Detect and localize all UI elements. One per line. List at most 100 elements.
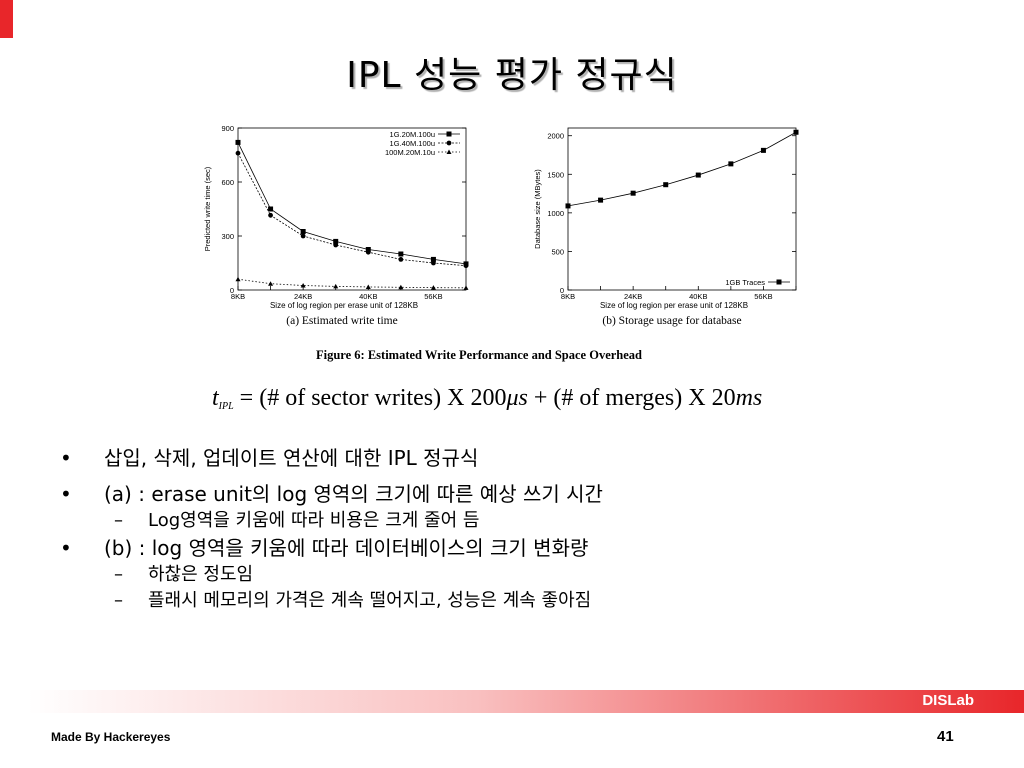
author-credit: Made By Hackereyes <box>51 730 171 744</box>
chart-a-x-axis-label: Size of log region per erase unit of 128… <box>270 301 418 310</box>
chart-a-data-point <box>365 249 371 255</box>
chart-a-data-point <box>430 285 436 290</box>
chart-b-y-tick-label: 500 <box>551 247 564 256</box>
ipl-formula: tIPL = (# of sector writes) X 200μs + (#… <box>212 385 762 412</box>
chart-a-series <box>235 150 469 269</box>
chart-a-data-point <box>398 257 404 262</box>
chart-a-plot-frame <box>237 127 467 291</box>
chart-a-data-point <box>235 139 241 145</box>
chart-a-y-tick-label: 600 <box>221 178 234 187</box>
chart-a-data-point <box>268 206 274 212</box>
chart-a-series <box>235 276 469 290</box>
chart-a-x-tick-label: 40KB <box>359 292 377 301</box>
chart-b-data-point <box>695 172 701 178</box>
chart-a-x-tick-label: 56KB <box>424 292 442 301</box>
chart-b-x-tick-label: 56KB <box>754 292 772 301</box>
chart-a-data-point <box>333 242 339 248</box>
chart-b-x-tick-label: 40KB <box>689 292 707 301</box>
chart-a-y-tick-label: 900 <box>221 124 234 133</box>
chart-a-legend-label: 1G.20M.100u <box>390 130 435 139</box>
chart-a-data-point <box>268 212 273 218</box>
sub-bullet-item: 하찮은 정도임 <box>58 562 978 588</box>
bullet-item: 삽입, 삭제, 업데이트 연산에 대한 IPL 정규식 <box>58 444 978 472</box>
chart-a-data-point <box>300 229 306 234</box>
chart-a-data-point <box>300 233 306 239</box>
chart-b-x-tick-label: 24KB <box>624 292 642 301</box>
chart-a-data-point <box>463 285 469 290</box>
page-number: 41 <box>937 728 954 745</box>
chart-b-data-point <box>663 182 669 188</box>
chart-a-legend-label: 1G.40M.100u <box>390 139 435 148</box>
chart-b-y-tick-label: 1500 <box>547 170 564 179</box>
chart-b-legend: 1GB Traces <box>725 278 790 287</box>
chart-a-series <box>235 139 469 267</box>
chart-b-data-point <box>793 129 799 135</box>
chart-a-data-point <box>463 263 469 269</box>
formula-subscript: IPL <box>218 401 234 412</box>
chart-a-data-point <box>365 247 371 252</box>
chart-a-data-point <box>333 283 339 289</box>
formula-sector-term: = (# of sector writes) X 200 <box>233 385 507 411</box>
chart-a-series-line <box>237 278 467 289</box>
chart-b-data-point <box>630 190 636 196</box>
chart-b-data-point <box>565 203 571 209</box>
bullet-item: (a) : erase unit의 log 영역의 크기에 따른 예상 쓰기 시… <box>58 480 978 508</box>
chart-b-legend-label: 1GB Traces <box>725 278 765 287</box>
chart-b-series-line <box>567 131 797 207</box>
chart-a-x-tick-label: 24KB <box>294 292 312 301</box>
chart-a-legend-label: 100M.20M.10u <box>385 148 435 157</box>
chart-a-legend-marker <box>446 149 452 154</box>
chart-write-time-svg: 0 300 600 900 8KB 24KB 40KB 56KB Size of log reg… <box>203 124 469 327</box>
formula-merge-term: + (# of merges) X 20 <box>527 385 736 411</box>
bullet-gap <box>58 472 978 480</box>
lab-name: DISLab <box>922 692 974 709</box>
chart-b-caption: (b) Storage usage for database <box>602 315 741 327</box>
chart-a-data-point <box>235 276 241 282</box>
chart-a-legend-marker <box>446 131 452 137</box>
chart-b-y-axis-label: Database size (MBytes) <box>533 169 542 249</box>
corner-accent-bar <box>0 0 13 38</box>
chart-b-legend-marker <box>776 279 782 285</box>
chart-b-x-tick-label: 8KB <box>561 292 575 301</box>
figure-caption: Figure 6: Estimated Write Performance an… <box>316 348 642 362</box>
sub-bullet-item: 플래시 메모리의 가격은 계속 떨어지고, 성능은 계속 좋아짐 <box>58 588 978 614</box>
formula-t: t <box>212 385 219 411</box>
formula-mu: μs <box>506 385 528 411</box>
chart-b-y-tick-label: 0 <box>560 286 564 295</box>
chart-b-series <box>565 129 799 209</box>
chart-b-y-tick-label: 1000 <box>547 209 564 218</box>
bullet-item: (b) : log 영역을 키움에 따라 데이터베이스의 크기 변화량 <box>58 534 978 562</box>
chart-write-time: 0 300 600 900 8KB 24KB 40KB 56KB Size of log reg… <box>196 118 480 338</box>
bullet-list: 삽입, 삭제, 업데이트 연산에 대한 IPL 정규식 (a) : erase … <box>58 444 978 614</box>
footer-bar: DISLab <box>28 690 1024 713</box>
chart-b-x-axis-label: Size of log region per erase unit of 128… <box>600 301 748 310</box>
chart-a-y-tick-label: 0 <box>230 286 234 295</box>
chart-a-data-point <box>235 150 241 156</box>
chart-a-data-point <box>300 283 306 288</box>
chart-a-x-tick-label: 8KB <box>231 292 245 301</box>
chart-a-data-point <box>398 284 404 290</box>
chart-a-data-point <box>268 281 274 286</box>
chart-b-data-point <box>760 147 766 153</box>
sub-bullet-item: Log영역을 키움에 따라 비용은 크게 줄어 듬 <box>58 508 978 534</box>
chart-storage-usage-svg: 0 500 1000 1500 2000 8KB 24KB 40KB 56KB Size of l… <box>533 127 799 327</box>
chart-a-data-point <box>430 256 436 262</box>
chart-a-data-point <box>398 251 404 257</box>
chart-a-data-point <box>431 260 436 266</box>
chart-b-y-tick-label: 2000 <box>547 132 564 141</box>
chart-a-y-axis-label: Predicted write time (sec) <box>203 166 212 251</box>
chart-a-series-line <box>237 153 467 267</box>
formula-ms: ms <box>735 385 763 411</box>
chart-a-data-point <box>333 238 339 244</box>
chart-a-y-tick-label: 300 <box>221 232 234 241</box>
chart-b-data-point <box>598 197 604 203</box>
chart-a-caption: (a) Estimated write time <box>286 315 397 327</box>
chart-b-data-point <box>728 161 734 167</box>
chart-storage-usage: 0 500 1000 1500 2000 8KB 24KB 40KB 56KB Size of l… <box>526 118 810 338</box>
chart-b-plot-frame <box>567 127 797 291</box>
chart-a-legend-marker <box>446 140 452 146</box>
slide-title: IPL 성능 평가 정규식 <box>346 55 678 96</box>
chart-a-series-line <box>237 142 467 265</box>
chart-a-data-point <box>365 284 371 289</box>
